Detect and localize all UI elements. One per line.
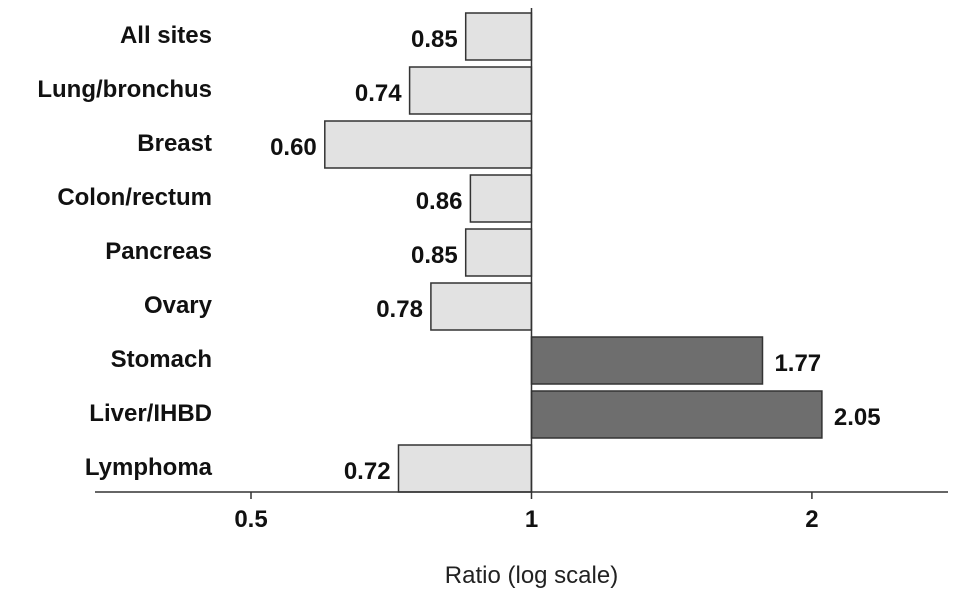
value-label-liver-ihbd: 2.05 bbox=[834, 404, 881, 431]
value-label-ovary: 0.78 bbox=[376, 296, 423, 323]
category-label-breast: Breast bbox=[137, 130, 212, 157]
category-label-ovary: Ovary bbox=[144, 292, 213, 319]
value-label-pancreas: 0.85 bbox=[411, 242, 458, 269]
bar-all-sites bbox=[464, 12, 533, 61]
category-label-lymphoma: Lymphoma bbox=[85, 454, 213, 481]
bar-lung-bronchus bbox=[408, 66, 533, 115]
value-label-colon-rectum: 0.86 bbox=[416, 188, 463, 215]
x-tick-label-2: 2 bbox=[805, 506, 818, 533]
bars-layer bbox=[324, 12, 823, 493]
bar-breast bbox=[324, 120, 533, 169]
x-tick-label-1: 1 bbox=[525, 506, 538, 533]
bar-stomach bbox=[530, 336, 764, 385]
value-label-stomach: 1.77 bbox=[774, 350, 821, 377]
bar-ovary bbox=[430, 282, 533, 331]
category-label-lung-bronchus: Lung/bronchus bbox=[37, 76, 212, 103]
value-label-lung-bronchus: 0.74 bbox=[355, 80, 402, 107]
bar-colon-rectum bbox=[469, 174, 533, 223]
bar-liver-ihbd bbox=[530, 390, 823, 439]
value-label-all-sites: 0.85 bbox=[411, 26, 458, 53]
category-label-pancreas: Pancreas bbox=[105, 238, 212, 265]
x-axis-title: Ratio (log scale) bbox=[445, 562, 618, 589]
value-label-breast: 0.60 bbox=[270, 134, 317, 161]
category-label-colon-rectum: Colon/rectum bbox=[57, 184, 212, 211]
bar-lymphoma bbox=[397, 444, 533, 493]
bar-pancreas bbox=[464, 228, 533, 277]
category-label-stomach: Stomach bbox=[111, 346, 212, 373]
ticks-layer: 0.5 1 2 bbox=[234, 492, 819, 533]
x-tick-label-0-5: 0.5 bbox=[234, 506, 267, 533]
value-label-lymphoma: 0.72 bbox=[344, 458, 391, 485]
category-label-liver-ihbd: Liver/IHBD bbox=[89, 400, 212, 427]
labels-layer: All sites 0.85 Lung/bronchus 0.74 Breast 0.60… bbox=[37, 22, 880, 485]
category-label-all-sites: All sites bbox=[120, 22, 212, 49]
